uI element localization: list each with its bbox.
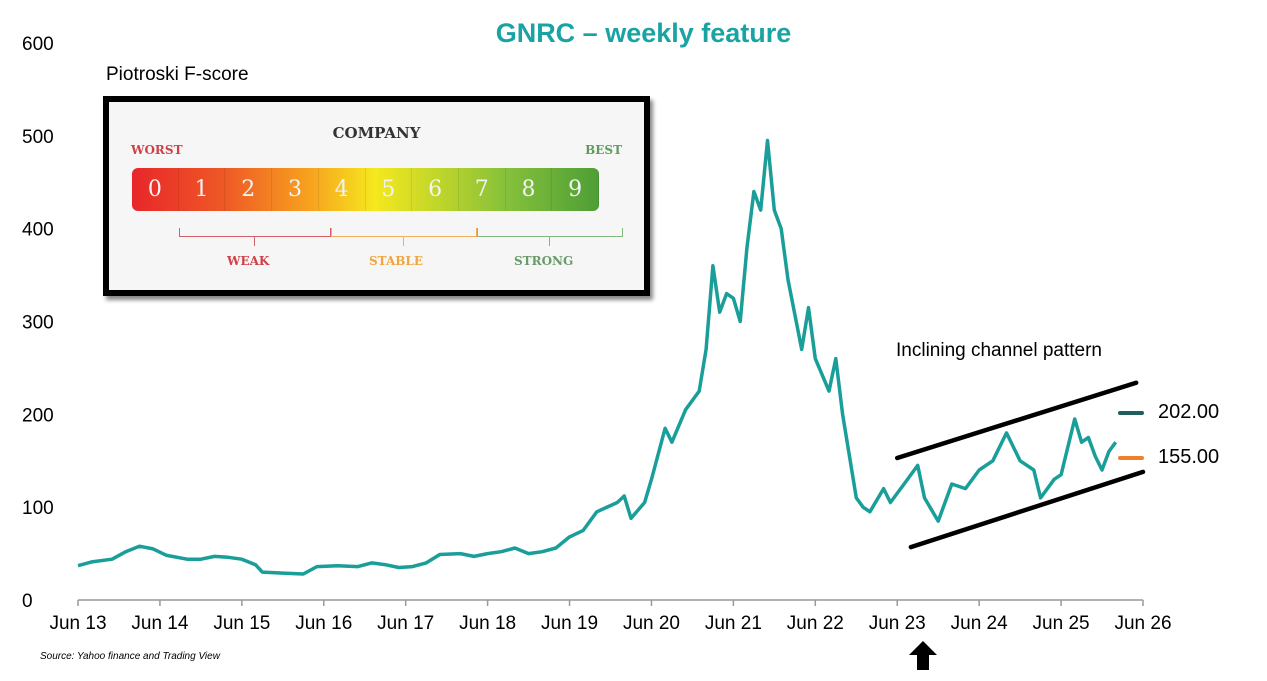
x-tick-label: Jun 15	[213, 613, 270, 634]
x-tick-label: Jun 23	[869, 613, 926, 634]
x-tick-label: Jun 24	[951, 613, 1008, 634]
score-3: 3	[272, 168, 319, 211]
y-tick-label: 400	[22, 220, 54, 241]
channel-upper-line	[894, 380, 1139, 461]
score-8: 8	[506, 168, 553, 211]
x-tick-label: Jun 18	[459, 613, 516, 634]
fscore-scale: 0 1 2 3 4 5 6 7 8 9	[132, 168, 599, 211]
score-6: 6	[412, 168, 459, 211]
y-tick-label: 100	[22, 498, 54, 519]
fscore-label: Piotroski F-score	[106, 64, 249, 85]
legend-swatch	[1118, 455, 1144, 460]
legend-label: 155.00	[1158, 446, 1220, 468]
y-tick-label: 300	[22, 313, 54, 334]
x-tick-label: Jun 21	[705, 613, 762, 634]
legend-item-155: 155.00	[1118, 446, 1219, 469]
legend-item-202: 202.00	[1118, 401, 1219, 424]
x-tick-label: Jun 14	[131, 613, 188, 634]
x-tick-label: Jun 25	[1033, 613, 1090, 634]
score-4: 4	[319, 168, 366, 211]
x-tick-label: Jun 17	[377, 613, 434, 634]
fscore-worst: WORST	[131, 143, 183, 157]
score-7: 7	[459, 168, 506, 211]
x-tick-label: Jun 22	[787, 613, 844, 634]
weak-bracket	[179, 228, 331, 237]
score-5: 5	[366, 168, 413, 211]
fscore-best: BEST	[585, 143, 622, 157]
price-line	[77, 138, 1118, 576]
source-note: Source: Yahoo finance and Trading View	[40, 651, 220, 662]
score-2: 2	[225, 168, 273, 211]
legend-label: 202.00	[1158, 401, 1220, 423]
x-tick-label: Jun 19	[541, 613, 598, 634]
x-tick-label: Jun 26	[1114, 613, 1171, 634]
score-0: 0	[132, 168, 179, 211]
score-1: 1	[179, 168, 226, 211]
group-weak: WEAK	[227, 254, 270, 268]
stable-bracket	[331, 228, 477, 237]
group-stable: STABLE	[369, 254, 423, 268]
x-tick-label: Jun 13	[49, 613, 106, 634]
strong-bracket	[477, 228, 623, 237]
stable-tick	[403, 236, 404, 246]
y-tick-label: 200	[22, 405, 54, 426]
score-9: 9	[552, 168, 599, 211]
fscore-company: COMPANY	[332, 124, 421, 142]
legend-swatch	[1118, 410, 1144, 415]
y-tick-label: 600	[22, 34, 54, 55]
channel-lower-line	[908, 469, 1146, 550]
weak-tick	[254, 236, 255, 246]
group-strong: STRONG	[514, 254, 574, 268]
strong-tick	[549, 236, 550, 246]
x-tick-label: Jun 20	[623, 613, 680, 634]
fscore-card: COMPANY WORST BEST 0 1 2 3 4 5 6 7 8 9 W…	[103, 96, 650, 296]
y-tick-label: 0	[22, 591, 33, 612]
channel-annotation: Inclining channel pattern	[896, 340, 1102, 361]
y-tick-label: 500	[22, 127, 54, 148]
up-arrow-icon	[909, 641, 937, 670]
chart-title: GNRC – weekly feature	[495, 18, 792, 48]
x-tick-label: Jun 16	[295, 613, 352, 634]
